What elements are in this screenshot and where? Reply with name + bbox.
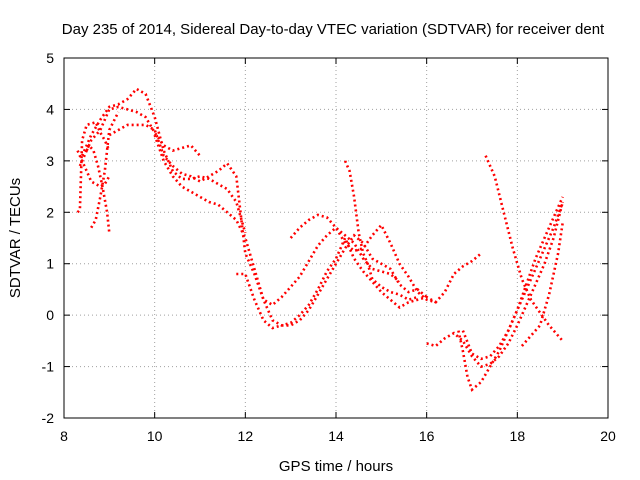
series-track-10 xyxy=(289,213,482,304)
y-tick-label: 4 xyxy=(46,101,54,117)
series-track-1 xyxy=(76,120,111,214)
y-tick-label: -1 xyxy=(42,359,55,375)
x-tick-label: 8 xyxy=(60,428,68,444)
series-track-7 xyxy=(108,123,401,307)
grid-lines xyxy=(64,58,608,418)
series-track-12 xyxy=(426,201,564,369)
series-track-9 xyxy=(236,233,428,330)
x-tick-label: 18 xyxy=(510,428,526,444)
series-track-6 xyxy=(80,87,247,234)
y-tick-label: 0 xyxy=(46,307,54,323)
x-tick-label: 10 xyxy=(147,428,163,444)
y-tick-label: 3 xyxy=(46,153,54,169)
series-track-4 xyxy=(90,111,120,229)
series-track-8 xyxy=(153,134,437,327)
y-axis-label: SDTVAR / TECUs xyxy=(7,178,24,298)
x-tick-label: 20 xyxy=(600,428,616,444)
series-track-5 xyxy=(85,105,201,157)
x-tick-label: 16 xyxy=(419,428,435,444)
x-axis-label: GPS time / hours xyxy=(279,458,393,475)
series-track-14 xyxy=(461,196,564,361)
x-tick-label: 12 xyxy=(238,428,254,444)
y-tick-label: 2 xyxy=(46,204,54,220)
series-track-11 xyxy=(343,160,418,302)
x-tick-label: 14 xyxy=(328,428,344,444)
y-tick-label: -2 xyxy=(42,410,55,426)
y-tick-label: 1 xyxy=(46,256,54,272)
y-tick-label: 5 xyxy=(46,50,54,66)
series-track-16 xyxy=(520,222,564,347)
series-track-2 xyxy=(76,150,111,189)
series-track-13 xyxy=(457,201,564,392)
chart-title: Day 235 of 2014, Sidereal Day-to-day VTE… xyxy=(62,21,605,38)
series-group xyxy=(76,87,564,392)
series-track-15 xyxy=(484,155,564,342)
